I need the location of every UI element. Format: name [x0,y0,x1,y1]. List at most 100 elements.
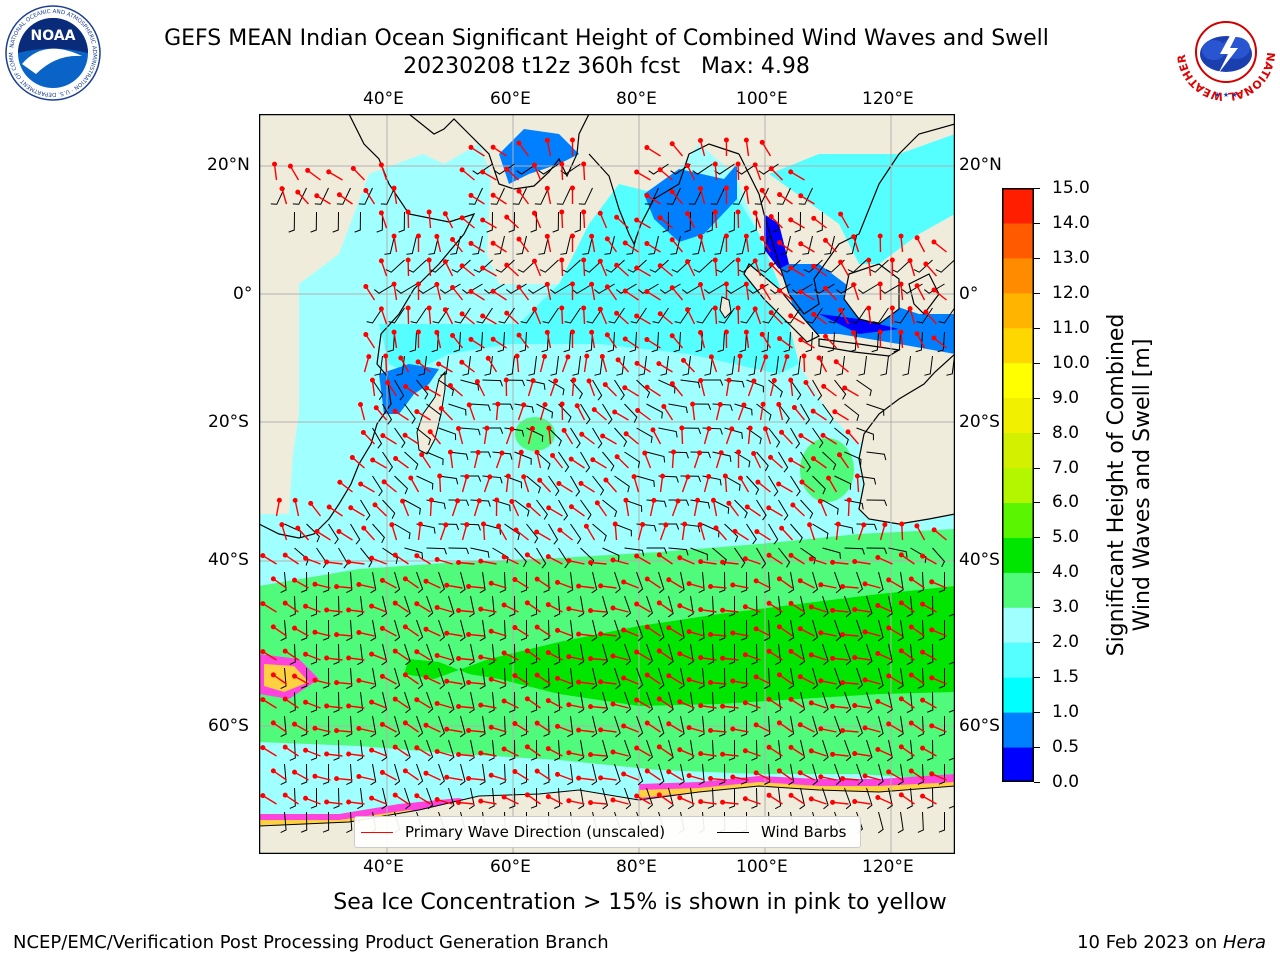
wave-arrow-head [379,577,385,583]
wave-arrow-head [346,703,352,709]
wave-arrow-head [530,378,536,384]
wind-barb [660,283,681,294]
wave-direction-arrow [576,405,586,421]
wind-barb [310,739,318,761]
wave-direction-arrow [284,602,299,613]
wind-barb [710,187,725,205]
wave-arrow-head [534,768,540,774]
wave-direction-arrow [557,725,573,733]
wind-barb [646,451,666,463]
wave-arrow-head [544,281,550,287]
wave-arrow-head [621,579,627,585]
wave-direction-arrow [854,752,871,757]
wave-direction-arrow [681,524,686,541]
wind-barb [404,403,416,424]
wave-arrow-head [534,672,540,678]
wave-arrow-head [369,651,375,657]
wave-direction-arrow [506,264,519,277]
wave-arrow-head [434,797,440,803]
wave-arrow-head [380,433,386,439]
wind-barb [836,283,857,294]
wind-barb [734,403,753,416]
wind-barb [698,715,705,738]
wave-arrow-head [545,794,551,800]
wind-barb [627,259,647,273]
wind-barb [798,187,813,205]
wave-direction-arrow [482,315,497,325]
wave-arrow-head [402,576,408,582]
wave-arrow-head [920,697,926,703]
wave-arrow-head [818,678,824,684]
wind-barb [322,619,330,641]
colorbar-segment [1002,327,1034,364]
wave-direction-arrow [461,265,475,277]
wave-arrow-head [442,211,448,217]
wave-direction-arrow [792,504,805,517]
wave-direction-arrow [778,674,793,685]
colorbar-tick-label: 11.0 [1052,317,1090,338]
wave-direction-arrow [581,433,595,445]
wave-arrow-head [753,770,759,776]
wave-direction-arrow [294,723,309,733]
wave-arrow-head [456,800,462,806]
wave-direction-arrow [778,770,793,781]
wave-arrow-head [392,552,398,558]
wind-barb [370,763,377,786]
wind-barb [803,259,823,273]
wave-direction-arrow [275,500,281,517]
wave-direction-arrow [590,657,607,661]
wind-barb [516,235,527,255]
wind-barb [886,643,893,666]
wind-barb [346,715,353,737]
wave-direction-arrow [588,380,596,397]
wave-direction-arrow [688,774,705,781]
wind-barb [332,211,339,233]
wave-arrow-head [478,702,484,708]
wave-direction-arrow [900,236,904,253]
wave-arrow-head [598,583,604,589]
wave-direction-arrow [745,188,750,205]
wind-barb [554,787,561,809]
wave-arrow-head [490,288,496,294]
wind-barb [426,691,434,714]
wave-direction-arrow [790,650,805,661]
wave-direction-arrow [602,435,617,445]
wave-arrow-head [474,379,480,385]
wave-direction-arrow [505,476,509,493]
wave-direction-arrow [583,356,588,373]
wave-direction-arrow [770,216,783,229]
wave-direction-arrow [305,701,321,709]
wave-arrow-head [423,578,429,584]
wave-direction-arrow [745,284,750,301]
wind-barb [494,163,515,175]
wave-arrow-head [336,192,342,198]
wave-arrow-head [730,678,736,684]
wave-arrow-head [788,169,794,175]
wave-direction-arrow [491,582,507,589]
wave-direction-arrow [668,579,683,589]
wind-barb [479,571,486,594]
wave-direction-arrow [745,798,761,805]
wave-direction-arrow [425,772,441,781]
wind-barb [462,283,483,294]
wave-arrow-head [569,233,575,239]
wind-barb [897,811,904,834]
wind-barb [567,763,574,786]
wave-direction-arrow [482,171,497,181]
wave-direction-arrow [722,657,739,661]
wave-arrow-head [788,696,794,702]
wave-arrow-head [312,773,318,779]
wave-direction-arrow [446,584,463,589]
wind-barb [300,763,308,785]
wave-arrow-head [405,209,411,215]
wind-barb [790,379,802,401]
wave-arrow-head [661,404,667,410]
wind-barb [509,787,516,809]
wind-barb [592,427,603,449]
wave-arrow-head [512,673,518,679]
wave-arrow-head [851,234,857,240]
wind-barb [438,667,445,690]
wave-arrow-head [480,313,486,319]
wave-arrow-head [898,552,904,558]
wave-direction-arrow [382,627,397,637]
